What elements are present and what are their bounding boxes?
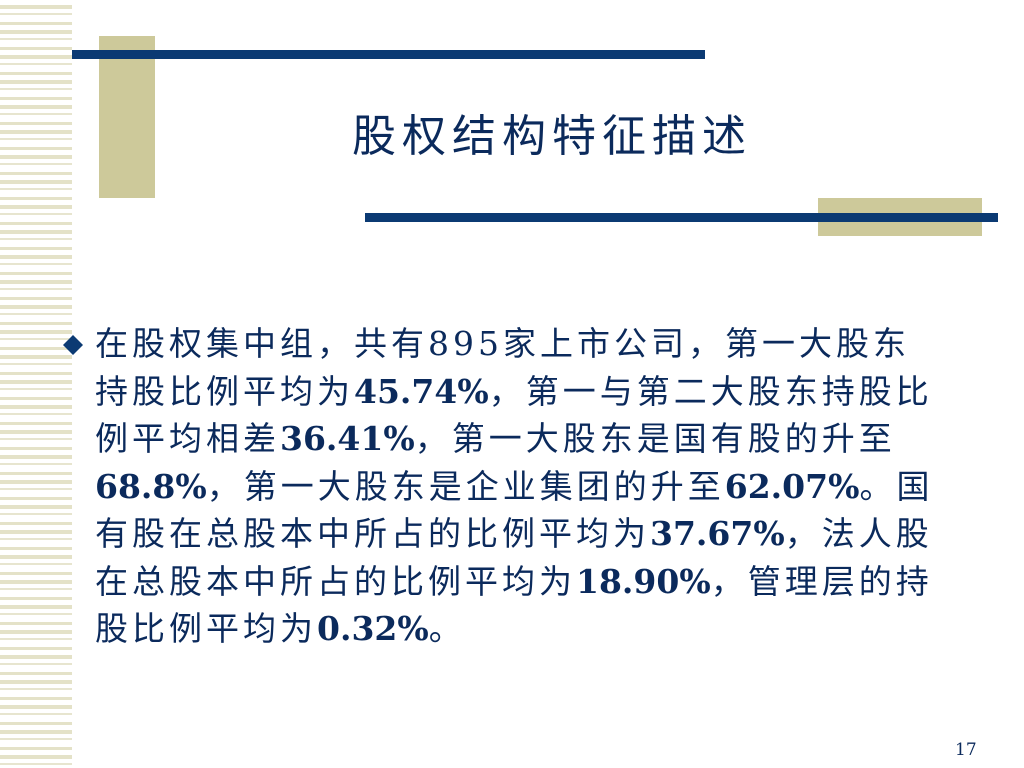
bold-figure: 36.41% — [280, 419, 415, 458]
text-segment: 895 — [428, 324, 503, 363]
diamond-bullet-icon — [63, 335, 83, 355]
text-segment: 持股比例平均为 — [95, 371, 354, 411]
text-segment: 。国 — [859, 466, 934, 506]
text-line: 股比例平均为0.32%。 — [95, 605, 933, 653]
text-segment: ，第一大股东是企业集团的升至 — [206, 466, 725, 506]
bold-figure: 45.74% — [354, 371, 489, 411]
bold-figure: 0.32% — [317, 609, 429, 648]
text-segment: ，第一大股东是国有股的升至 — [414, 419, 896, 458]
bold-figure: 37.67% — [650, 514, 785, 553]
text-segment: 家上市公司，第一大股东 — [503, 324, 910, 363]
text-segment: ，第一与第二大股东持股比 — [488, 371, 933, 411]
bold-figure: 18.90% — [576, 561, 711, 601]
top-rule — [72, 50, 705, 59]
bullet-text: 在股权集中组，共有895家上市公司，第一大股东 持股比例平均为45.74%，第一与… — [95, 320, 933, 653]
page-number: 17 — [955, 740, 977, 760]
text-segment: 在总股本中所占的比例平均为 — [95, 561, 576, 601]
bottom-rule — [365, 213, 998, 222]
text-segment: 有股在总股本中所占的比例平均为 — [95, 514, 650, 553]
tan-block-top — [99, 36, 155, 198]
text-segment: 例平均相差 — [95, 419, 280, 458]
text-line: 在总股本中所占的比例平均为18.90%，管理层的持 — [95, 558, 933, 606]
text-line: 有股在总股本中所占的比例平均为37.67%，法人股 — [95, 510, 933, 558]
bold-figure: 62.07% — [724, 466, 860, 506]
text-line: 在股权集中组，共有895家上市公司，第一大股东 — [95, 320, 933, 368]
slide-title: 股权结构特征描述 — [352, 111, 752, 162]
text-segment: 。 — [428, 609, 466, 648]
text-segment: ，管理层的持 — [710, 561, 933, 601]
text-line: 持股比例平均为45.74%，第一与第二大股东持股比 — [95, 368, 933, 416]
text-line: 68.8%，第一大股东是企业集团的升至62.07%。国 — [95, 463, 933, 511]
text-segment: ，法人股 — [784, 514, 933, 553]
bold-figure: 68.8% — [95, 466, 207, 506]
text-line: 例平均相差36.41%，第一大股东是国有股的升至 — [95, 415, 933, 463]
text-segment: 股比例平均为 — [95, 609, 317, 648]
text-segment: 在股权集中组，共有 — [95, 324, 428, 363]
left-stripe-decoration — [0, 0, 72, 768]
